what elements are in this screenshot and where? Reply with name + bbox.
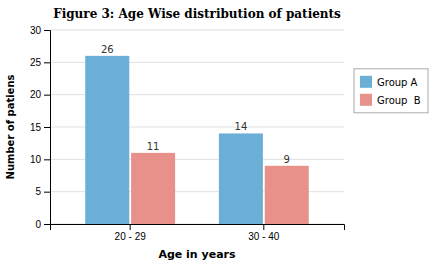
legend-item: Group B	[360, 94, 421, 106]
y-tick: 0	[35, 219, 50, 230]
y-axis-line	[44, 31, 51, 225]
y-tick-mark	[44, 224, 50, 225]
bar	[85, 56, 129, 224]
x-tick: 30 - 40	[248, 224, 280, 242]
x-axis-line	[51, 225, 345, 231]
chart-container: 0 5 10 15 20 25 30 20 - 29 30 - 40 26 14 11 9 Figure …	[0, 0, 432, 266]
y-tick-label: 5	[35, 186, 41, 197]
x-axis: 20 - 29 30 - 40	[51, 224, 345, 242]
y-tick-mark	[44, 159, 50, 160]
y-tick: 30	[30, 25, 50, 36]
y-tick-label: 25	[30, 57, 42, 68]
y-tick-mark	[44, 192, 50, 193]
legend-item: Group A	[360, 76, 418, 88]
plot-area: 0 5 10 15 20 25 30 20 - 29 30 - 40 26 14 11 9	[30, 25, 345, 242]
y-tick: 5	[35, 186, 50, 197]
y-tick-label: 15	[30, 122, 42, 133]
x-tick-label: 30 - 40	[248, 231, 280, 242]
legend-label: Group B	[377, 95, 421, 106]
data-label: 14	[235, 121, 248, 132]
y-axis: 0 5 10 15 20 25 30	[30, 25, 51, 230]
legend-swatch	[360, 94, 372, 106]
x-tick-mark	[130, 224, 131, 230]
y-tick: 15	[30, 122, 50, 133]
legend-swatch	[360, 76, 372, 88]
y-tick-mark	[44, 30, 50, 31]
x-tick-mark	[263, 224, 264, 230]
y-tick-mark	[44, 62, 50, 63]
title: Figure 3: Age Wise distribution of patie…	[53, 7, 341, 21]
legend-label: Group A	[377, 77, 418, 88]
y-tick-mark	[44, 95, 50, 96]
data-label: 26	[101, 44, 114, 55]
legend-frame	[354, 69, 428, 113]
x-tick: 20 - 29	[115, 224, 147, 242]
y-tick-label: 20	[30, 89, 42, 100]
bar	[131, 153, 175, 224]
y-tick-label: 10	[30, 154, 42, 165]
y-tick: 10	[30, 154, 50, 165]
y-tick-label: 0	[35, 219, 41, 230]
bar	[265, 166, 309, 224]
x-axis-label: Age in years	[158, 248, 236, 261]
y-tick: 20	[30, 89, 50, 100]
grid-line	[50, 30, 344, 31]
data-label: 11	[147, 141, 160, 152]
data-labels: 26 14 11 9	[101, 44, 290, 165]
grid	[50, 30, 344, 224]
data-label: 9	[284, 154, 290, 165]
y-tick: 25	[30, 57, 50, 68]
bar	[219, 133, 263, 224]
chart-svg: 0 5 10 15 20 25 30 20 - 29 30 - 40 26 14 11 9 Figure …	[0, 0, 432, 266]
y-tick-mark	[44, 127, 50, 128]
legend: Group A Group B	[354, 69, 428, 113]
bar-series	[131, 153, 309, 224]
x-tick-label: 20 - 29	[115, 231, 147, 242]
y-tick-label: 30	[30, 25, 42, 36]
y-axis-label: Number of patiens	[5, 74, 16, 179]
bars	[85, 56, 309, 224]
bar-series	[85, 56, 263, 224]
